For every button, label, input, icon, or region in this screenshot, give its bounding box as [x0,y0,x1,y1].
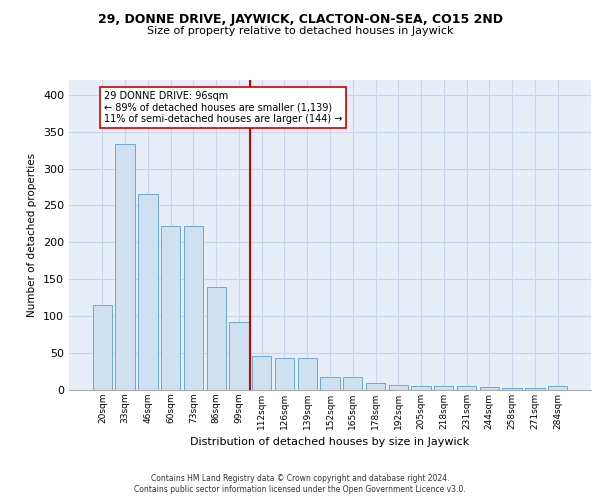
Bar [229,322,248,390]
Bar [93,305,112,390]
Bar [206,286,226,390]
Bar [115,144,135,390]
Bar [320,378,340,390]
Bar [343,378,362,390]
Bar [434,386,454,390]
Bar [412,386,431,390]
Bar [457,386,476,390]
Bar [252,356,271,390]
Bar [184,226,203,390]
Bar [161,226,181,390]
Text: 29 DONNE DRIVE: 96sqm
← 89% of detached houses are smaller (1,139)
11% of semi-d: 29 DONNE DRIVE: 96sqm ← 89% of detached … [104,91,343,124]
Bar [479,387,499,390]
Bar [389,385,408,390]
Bar [525,388,545,390]
Bar [275,358,294,390]
Text: Size of property relative to detached houses in Jaywick: Size of property relative to detached ho… [147,26,453,36]
Bar [298,358,317,390]
Bar [502,388,522,390]
Text: Contains HM Land Registry data © Crown copyright and database right 2024.
Contai: Contains HM Land Registry data © Crown c… [134,474,466,494]
Bar [548,386,567,390]
X-axis label: Distribution of detached houses by size in Jaywick: Distribution of detached houses by size … [190,438,470,448]
Y-axis label: Number of detached properties: Number of detached properties [28,153,37,317]
Bar [366,384,385,390]
Bar [138,194,158,390]
Text: 29, DONNE DRIVE, JAYWICK, CLACTON-ON-SEA, CO15 2ND: 29, DONNE DRIVE, JAYWICK, CLACTON-ON-SEA… [97,12,503,26]
